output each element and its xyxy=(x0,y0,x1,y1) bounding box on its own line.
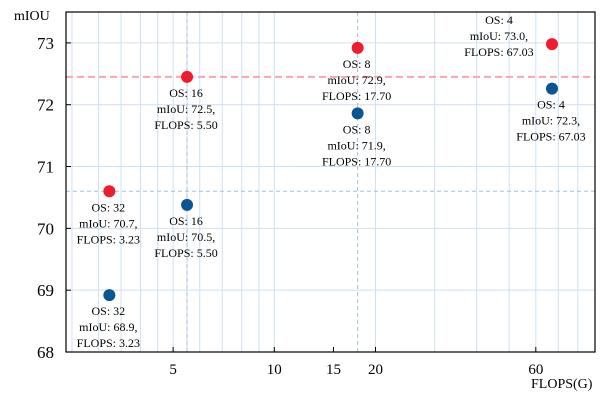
data-point xyxy=(545,82,558,95)
point-label: FLOPS: 67.03 xyxy=(516,130,585,144)
x-tick-label: 5 xyxy=(169,362,177,378)
plot-frame xyxy=(65,11,596,353)
data-point xyxy=(181,198,194,211)
point-label: mIoU: 72.5, xyxy=(157,102,215,116)
y-axis-label: mIOU xyxy=(14,9,50,24)
x-tick-label: 10 xyxy=(267,362,282,378)
point-label: FLOPS: 3.23 xyxy=(77,232,140,246)
y-tick-label: 73 xyxy=(37,34,54,53)
y-tick-label: 71 xyxy=(37,158,54,177)
point-label: FLOPS: 5.50 xyxy=(154,246,217,260)
point-label: FLOPS: 67.03 xyxy=(464,45,533,59)
point-label: mIoU: 73.0, xyxy=(470,29,528,43)
point-label: mIoU: 70.5, xyxy=(157,230,215,244)
grid-lines xyxy=(66,12,595,353)
point-label: OS: 8 xyxy=(343,57,371,71)
point-label: mIoU: 68.9, xyxy=(79,320,137,334)
point-label: mIoU: 72.3, xyxy=(522,114,580,128)
y-tick-label: 70 xyxy=(37,219,54,238)
point-annotations: OS: 32 mIoU: 70.7, FLOPS: 3.23 OS: 16 mIoU: … xyxy=(77,13,586,350)
point-label: FLOPS: 17.70 xyxy=(322,89,391,103)
data-point xyxy=(351,107,364,120)
data-point xyxy=(351,41,364,54)
x-axis-label: FLOPS(G) xyxy=(531,377,593,392)
data-point xyxy=(181,70,194,83)
point-label: FLOPS: 5.50 xyxy=(154,118,217,132)
point-label: mIoU: 71.9, xyxy=(327,138,385,152)
point-label: mIoU: 70.7, xyxy=(79,216,137,230)
point-label: OS: 4 xyxy=(485,13,513,27)
point-label: OS: 16 xyxy=(169,214,203,228)
data-point xyxy=(545,38,558,51)
point-label: OS: 8 xyxy=(343,122,371,136)
point-label: FLOPS: 3.23 xyxy=(77,336,140,350)
x-tick-label: 20 xyxy=(368,362,383,378)
point-label: OS: 32 xyxy=(92,200,126,214)
point-label: mIoU: 72.9, xyxy=(327,73,385,87)
axis-ticks: 68 69 70 71 72 73 5 10 15 20 60 xyxy=(37,34,543,378)
point-label: OS: 32 xyxy=(92,304,126,318)
x-tick-label: 15 xyxy=(326,362,341,378)
y-tick-label: 69 xyxy=(37,281,54,300)
point-label: FLOPS: 17.70 xyxy=(322,154,391,168)
y-tick-label: 68 xyxy=(37,343,54,362)
y-tick-label: 72 xyxy=(37,96,54,115)
reference-lines xyxy=(66,12,595,352)
data-point xyxy=(103,289,116,302)
point-label: OS: 16 xyxy=(169,86,203,100)
data-point xyxy=(103,185,116,198)
data-points xyxy=(103,38,558,302)
point-label: OS: 4 xyxy=(537,98,565,112)
x-tick-label: 60 xyxy=(528,362,543,378)
